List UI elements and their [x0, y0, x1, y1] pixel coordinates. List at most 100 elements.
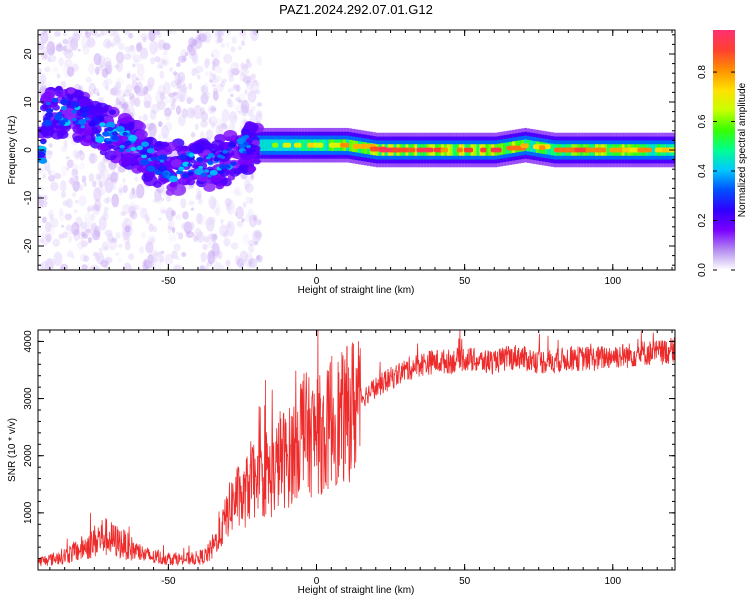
spectrogram-core-cell	[269, 139, 273, 151]
spectrogram-noise-cell	[203, 235, 210, 243]
spectrogram-noise-cell	[101, 241, 110, 251]
spectrogram-noise-cell	[100, 166, 108, 177]
spectrogram-noise-cell	[39, 73, 47, 85]
spectrogram-ridge-cell	[80, 125, 85, 129]
spectrogram-ridge-cell	[44, 112, 54, 118]
spectrogram-noise-cell	[180, 49, 188, 60]
spectrogram-ridge-cell	[227, 141, 237, 148]
spectrogram-noise-cell	[164, 253, 174, 266]
x-tick-label: 100	[604, 576, 621, 587]
spectrogram-ridge-cell	[81, 105, 91, 113]
spectrogram-noise-cell	[228, 74, 234, 83]
spectrogram-noise-cell	[208, 104, 217, 115]
spectrogram-ridge-cell	[196, 156, 204, 163]
spectrogram-noise-cell	[38, 167, 44, 173]
spectrogram-noise-cell	[243, 179, 250, 190]
spectrogram-core-cell	[488, 144, 492, 156]
spectrogram-noise-cell	[43, 54, 48, 60]
spectrogram-noise-cell	[94, 198, 102, 212]
spectrogram-noise-cell	[139, 207, 148, 219]
spectrogram-noise-cell	[232, 188, 239, 195]
spectrogram-noise-cell	[160, 65, 164, 69]
spectrogram-x-axis-label: Height of straight line (km)	[298, 285, 415, 296]
spectrogram-ridge-cell	[210, 139, 225, 151]
spectrogram-noise-cell	[98, 97, 105, 103]
spectrogram-noise-cell	[248, 259, 253, 265]
spectrogram-noise-cell	[40, 187, 44, 191]
spectrogram-noise-cell	[134, 97, 141, 108]
spectrogram-noise-cell	[122, 184, 128, 194]
spectrogram-noise-cell	[77, 48, 81, 52]
spectrogram-noise-cell	[50, 169, 57, 178]
spectrogram-noise-cell	[189, 49, 197, 61]
spectrogram-noise-cell	[93, 187, 102, 202]
spectrogram-noise-cell	[96, 252, 105, 265]
spectrogram-ridge-cell	[118, 112, 133, 124]
spectrogram-noise-cell	[72, 32, 81, 42]
spectrogram-noise-cell	[83, 182, 87, 187]
spectrogram-noise-cell	[92, 229, 101, 241]
spectrogram-ridge-cell	[242, 150, 247, 154]
spectrogram-noise-cell	[236, 220, 244, 228]
spectrogram-noise-cell	[168, 30, 174, 35]
spectrogram-noise-cell	[186, 46, 196, 56]
spectrogram-noise-cell	[65, 156, 70, 160]
spectrogram-noise-cell	[224, 124, 229, 130]
spectrogram-ridge-cell	[84, 117, 90, 121]
spectrogram-noise-cell	[209, 233, 216, 242]
spectrogram-ridge-cell	[97, 145, 105, 151]
spectrogram-noise-cell	[253, 217, 257, 222]
spectrogram-ridge-cell	[124, 140, 132, 146]
spectrogram-noise-cell	[165, 207, 175, 221]
spectrogram-noise-cell	[209, 71, 213, 76]
spectrogram-noise-cell	[248, 239, 255, 247]
spectrogram-noise-cell	[240, 104, 249, 117]
spectrogram-noise-cell	[204, 31, 212, 44]
spectrogram-noise-cell	[200, 31, 208, 43]
spectrogram-noise-cell	[214, 92, 218, 96]
spectrogram-noise-cell	[240, 30, 247, 36]
spectrogram-ridge-cell	[146, 165, 156, 172]
snr-y-ticks: 1000 2000 3000 4000	[23, 329, 675, 571]
spectrogram-noise-cell	[164, 121, 173, 132]
spectrogram-noise-cell	[186, 107, 196, 119]
spectrogram-noise-cell	[224, 230, 229, 237]
spectrogram-noise-cell	[128, 32, 134, 39]
spectrogram-noise-cell	[62, 49, 67, 56]
spectrogram-noise-cell	[175, 214, 182, 220]
spectrogram-noise-cell	[56, 73, 61, 79]
spectrogram-noise-cell	[149, 237, 155, 245]
spectrogram-noise-cell	[223, 53, 233, 64]
spectrogram-core-cell	[461, 144, 465, 156]
spectrogram-peak-cell	[480, 147, 487, 153]
spectrogram-noise-cell	[244, 61, 253, 68]
y-tick-label: 2000	[23, 444, 34, 467]
spectrogram-noise-cell	[147, 77, 155, 88]
spectrogram-peak-cell	[272, 142, 279, 148]
spectrogram-noise-cell	[188, 37, 196, 48]
spectrogram-noise-cell	[120, 211, 127, 216]
spectrogram-ridge-cell	[178, 166, 185, 171]
spectrogram-noise-cell	[256, 219, 262, 225]
spectrogram-ridge-cell	[73, 135, 83, 143]
spectrogram-noise-cell	[232, 83, 239, 91]
spectrogram-noise-cell	[192, 58, 200, 66]
spectrogram-noise-cell	[227, 87, 234, 93]
spectrogram-ridge-cell	[38, 151, 45, 159]
spectrogram-noise-cell	[112, 30, 120, 37]
spectrogram-ridge-cell	[57, 120, 66, 126]
spectrogram-noise-cell	[160, 209, 167, 214]
spectrogram-noise-cell	[91, 222, 97, 232]
spectrogram-ridge-cell	[78, 97, 90, 106]
spectrogram-noise-cell	[80, 240, 88, 248]
spectrogram-noise-cell	[171, 226, 176, 234]
spectrogram-noise-cell	[149, 40, 158, 55]
snr-x-axis-label: Height of straight line (km)	[298, 585, 415, 596]
spectrogram-ridge-cell	[84, 129, 93, 136]
spectrogram-ridge-cell	[207, 160, 213, 165]
chart-title: PAZ1.2024.292.07.01.G12	[279, 2, 433, 17]
spectrogram-ridge-cell	[54, 86, 64, 93]
spectrogram-noise-cell	[227, 97, 232, 105]
spectrogram-noise-cell	[94, 266, 99, 270]
colorbar-ticks: 0.0 0.2 0.4 0.6 0.8	[697, 65, 735, 277]
